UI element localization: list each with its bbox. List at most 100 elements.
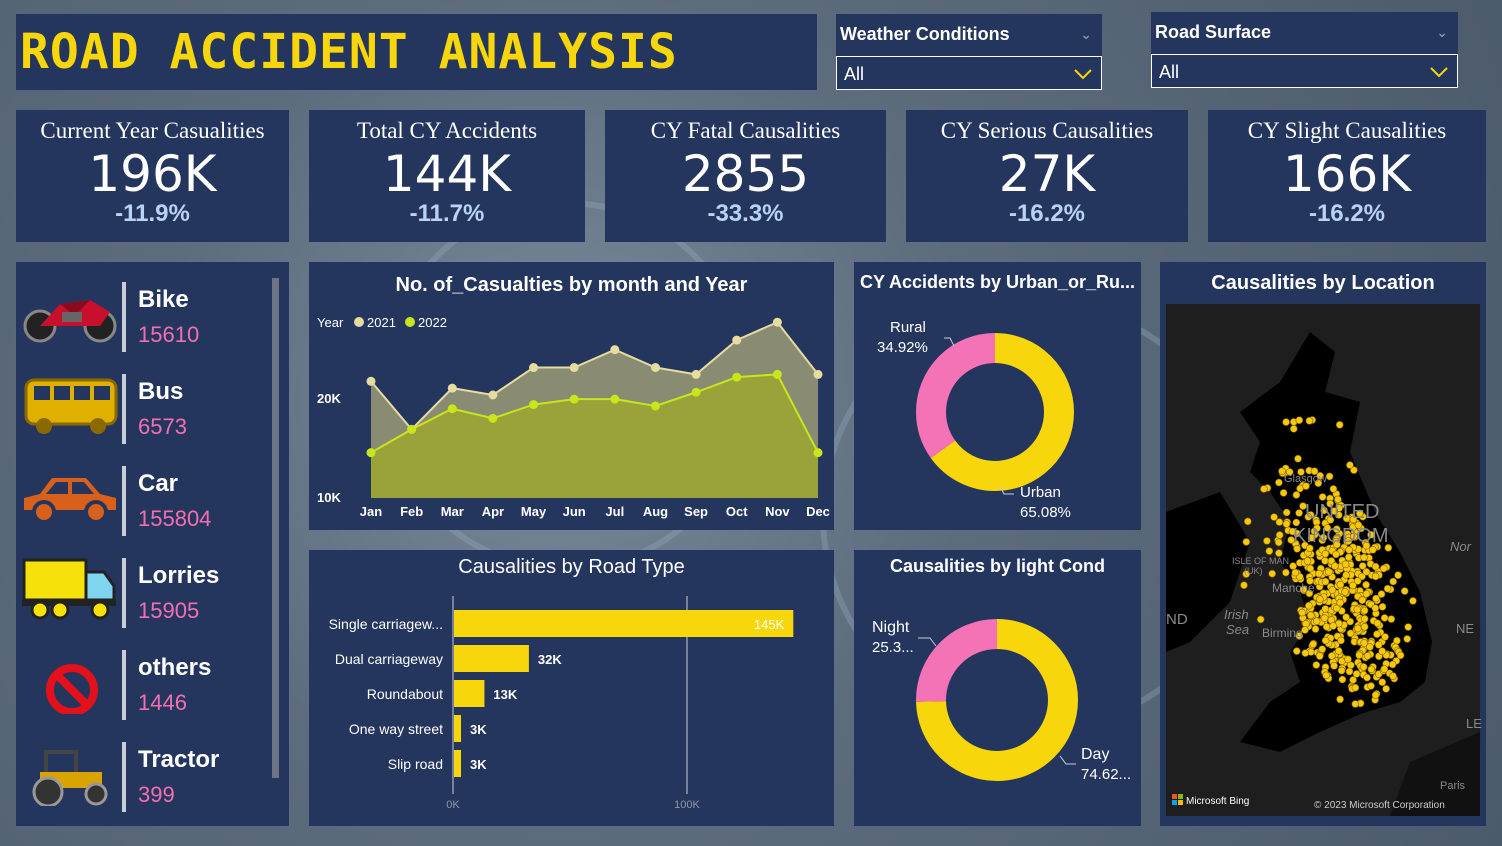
map-point[interactable]: [1285, 468, 1294, 476]
legend-label-2021[interactable]: 2021: [367, 315, 396, 330]
map-point[interactable]: [1275, 549, 1283, 557]
map-point[interactable]: [1333, 604, 1341, 613]
map-point[interactable]: [1295, 416, 1304, 424]
vehicle-item-others[interactable]: others 1446: [16, 644, 276, 724]
data-point-2021[interactable]: [447, 383, 457, 393]
map-point[interactable]: [1381, 633, 1389, 641]
map-point[interactable]: [1315, 569, 1323, 578]
map-point[interactable]: [1336, 598, 1344, 607]
map-point[interactable]: [1312, 661, 1321, 669]
map-point[interactable]: [1351, 700, 1360, 708]
map-point[interactable]: [1302, 482, 1310, 490]
data-point-2021[interactable]: [813, 369, 823, 379]
map-point[interactable]: [1293, 647, 1301, 655]
map-point[interactable]: [1378, 602, 1387, 611]
road-surface-dropdown[interactable]: All: [1151, 54, 1458, 88]
map-point[interactable]: [1367, 682, 1375, 690]
bar[interactable]: [454, 645, 529, 672]
map-point[interactable]: [1306, 577, 1314, 585]
map-point[interactable]: [1382, 684, 1390, 693]
map-point[interactable]: [1306, 564, 1315, 573]
map-point[interactable]: [1260, 485, 1268, 493]
map-point[interactable]: [1306, 544, 1314, 553]
map-point[interactable]: [1373, 619, 1382, 628]
map-point[interactable]: [1362, 567, 1371, 576]
bar[interactable]: [454, 715, 462, 742]
map-point[interactable]: [1389, 577, 1397, 586]
map-point[interactable]: [1396, 651, 1405, 660]
map-point[interactable]: [1341, 560, 1350, 569]
map-point[interactable]: [1275, 518, 1284, 526]
map-point[interactable]: [1318, 645, 1326, 654]
data-point-2022[interactable]: [569, 394, 579, 404]
map-point[interactable]: [1305, 601, 1313, 610]
map-point[interactable]: [1312, 617, 1321, 626]
map-point[interactable]: [1270, 513, 1278, 521]
map-point[interactable]: [1344, 537, 1353, 545]
map-point[interactable]: [1307, 533, 1316, 542]
map-point[interactable]: [1323, 524, 1332, 532]
map-point[interactable]: [1377, 590, 1386, 598]
map-point[interactable]: [1380, 564, 1388, 573]
map-point[interactable]: [1335, 421, 1344, 429]
map-point[interactable]: [1350, 466, 1358, 474]
map-point[interactable]: [1242, 538, 1251, 546]
map-point[interactable]: [1378, 647, 1386, 656]
map-point[interactable]: [1345, 553, 1353, 562]
map-point[interactable]: [1320, 506, 1328, 515]
map-point[interactable]: [1282, 508, 1291, 517]
data-point-2021[interactable]: [650, 363, 660, 373]
bar[interactable]: [454, 610, 794, 637]
map-point[interactable]: [1256, 615, 1265, 624]
map-point[interactable]: [1298, 608, 1306, 617]
map-point[interactable]: [1292, 491, 1301, 499]
data-point-2021[interactable]: [529, 363, 539, 373]
map-point[interactable]: [1371, 691, 1380, 699]
map-point[interactable]: [1329, 485, 1338, 493]
map-point[interactable]: [1274, 538, 1283, 547]
map-point[interactable]: [1360, 614, 1369, 623]
map-point[interactable]: [1311, 625, 1320, 633]
map-point[interactable]: [1350, 532, 1358, 541]
map-point[interactable]: [1299, 502, 1307, 510]
map-point[interactable]: [1309, 640, 1317, 648]
map-point[interactable]: [1279, 489, 1288, 497]
map-point[interactable]: [1354, 521, 1363, 529]
weather-dropdown[interactable]: All: [836, 56, 1102, 90]
map-point[interactable]: [1409, 597, 1417, 605]
map-point[interactable]: [1400, 587, 1409, 595]
map-point[interactable]: [1353, 577, 1362, 585]
map-point[interactable]: [1307, 611, 1315, 620]
map-point[interactable]: [1342, 613, 1350, 622]
vehicle-item-tractor[interactable]: Tractor 399: [16, 736, 276, 816]
map-point[interactable]: [1318, 493, 1327, 501]
map-point[interactable]: [1321, 577, 1330, 586]
data-point-2021[interactable]: [366, 376, 376, 386]
map-point[interactable]: [1282, 520, 1291, 528]
bar[interactable]: [454, 750, 462, 777]
map-point[interactable]: [1294, 454, 1302, 463]
donut-slice-rural[interactable]: [916, 333, 1074, 491]
map-point[interactable]: [1354, 624, 1362, 633]
map-point[interactable]: [1316, 652, 1324, 660]
map-point[interactable]: [1325, 568, 1333, 576]
map-point[interactable]: [1374, 640, 1383, 649]
legend-label-2022[interactable]: 2022: [418, 315, 447, 330]
map-point[interactable]: [1320, 614, 1329, 623]
map-point[interactable]: [1360, 622, 1369, 631]
map-point[interactable]: [1305, 589, 1314, 598]
kpi-card-slight[interactable]: CY Slight Causalities 166K -16.2%: [1208, 110, 1486, 242]
map-point[interactable]: [1349, 676, 1357, 684]
data-point-2022[interactable]: [650, 401, 660, 411]
kpi-card-serious[interactable]: CY Serious Causalities 27K -16.2%: [906, 110, 1188, 242]
map-point[interactable]: [1333, 525, 1341, 534]
map-point[interactable]: [1344, 655, 1352, 664]
map-point[interactable]: [1301, 649, 1310, 657]
map-point[interactable]: [1351, 683, 1360, 692]
map-point[interactable]: [1338, 675, 1347, 684]
map-point[interactable]: [1332, 550, 1340, 559]
map-point[interactable]: [1263, 537, 1271, 545]
map-point[interactable]: [1278, 467, 1286, 475]
map-point[interactable]: [1240, 581, 1248, 590]
map-point[interactable]: [1360, 639, 1368, 647]
